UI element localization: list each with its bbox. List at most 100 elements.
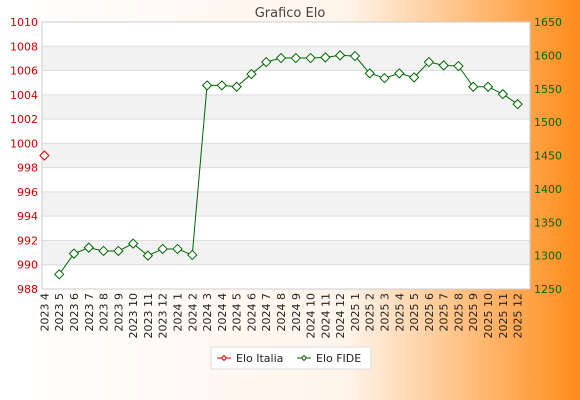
data-point bbox=[290, 52, 301, 64]
data-point bbox=[423, 56, 435, 68]
x-tick-label: 2025 5 bbox=[408, 293, 421, 332]
y-right-tick-label: 1600 bbox=[534, 49, 562, 62]
x-tick-label: 2023 8 bbox=[98, 293, 111, 332]
y-right-tick-label: 1400 bbox=[534, 183, 562, 196]
chart-title: Grafico Elo bbox=[255, 6, 326, 21]
x-tick-label: 2025 9 bbox=[467, 293, 480, 332]
x-tick-label: 2025 10 bbox=[482, 293, 495, 339]
x-tick-label: 2024 12 bbox=[334, 293, 347, 339]
data-point bbox=[39, 150, 50, 161]
legend-label-1: Elo Italia bbox=[236, 352, 283, 365]
x-tick-label: 2025 12 bbox=[512, 293, 525, 339]
x-tick-label: 2024 6 bbox=[245, 293, 258, 332]
y-right-tick-label: 1450 bbox=[534, 150, 562, 163]
x-tick-label: 2025 11 bbox=[497, 293, 510, 339]
data-point bbox=[438, 60, 449, 71]
plot-area bbox=[41, 21, 531, 290]
data-point bbox=[482, 81, 494, 92]
data-point bbox=[216, 80, 228, 91]
data-point bbox=[349, 50, 361, 62]
data-point bbox=[83, 242, 94, 253]
x-tick-label: 2025 6 bbox=[423, 293, 436, 332]
y-left-tick-label: 1010 bbox=[10, 16, 38, 29]
data-marks bbox=[39, 50, 523, 280]
data-point bbox=[408, 72, 420, 83]
legend-box bbox=[210, 346, 372, 370]
legend-label-2: Elo FIDE bbox=[316, 352, 361, 365]
x-tick-label: 2023 7 bbox=[83, 293, 96, 332]
y-left-tick-label: 998 bbox=[17, 162, 38, 175]
data-point bbox=[157, 243, 168, 255]
x-tick-label: 2025 3 bbox=[379, 293, 392, 332]
x-tick-label: 2023 5 bbox=[53, 293, 66, 332]
data-point bbox=[497, 88, 509, 100]
x-tick-label: 2023 4 bbox=[38, 293, 51, 332]
y-left-tick-label: 988 bbox=[17, 283, 38, 296]
x-tick-label: 2024 7 bbox=[260, 293, 273, 332]
x-tick-label: 2024 8 bbox=[275, 293, 288, 332]
x-tick-label: 2024 9 bbox=[290, 293, 303, 332]
data-point bbox=[334, 50, 346, 61]
data-point bbox=[394, 68, 405, 79]
y-right-tick-label: 1550 bbox=[534, 83, 562, 96]
x-tick-label: 2023 9 bbox=[112, 293, 125, 332]
y-right-tick-label: 1300 bbox=[534, 250, 562, 263]
y-left-tick-label: 996 bbox=[17, 186, 38, 199]
data-point bbox=[231, 81, 242, 92]
data-point bbox=[275, 52, 287, 64]
y-left-tick-label: 1004 bbox=[10, 89, 38, 102]
x-tick-label: 2024 3 bbox=[201, 293, 214, 332]
legend: Elo Italia Elo FIDE bbox=[210, 346, 372, 370]
x-tick-label: 2025 2 bbox=[364, 293, 377, 332]
x-tick-label: 2025 1 bbox=[349, 293, 362, 332]
data-point bbox=[142, 250, 154, 261]
x-tick-label: 2023 12 bbox=[157, 293, 170, 339]
x-tick-label: 2025 4 bbox=[393, 293, 406, 332]
x-tick-label: 2024 10 bbox=[305, 293, 318, 339]
y-left-tick-label: 1000 bbox=[10, 137, 38, 150]
data-point bbox=[305, 52, 316, 64]
data-point bbox=[512, 98, 523, 110]
y-left-tick-label: 992 bbox=[17, 234, 38, 247]
x-tick-label: 2024 11 bbox=[319, 293, 332, 339]
data-point bbox=[68, 248, 80, 259]
data-point bbox=[246, 68, 257, 80]
x-tick-label: 2025 7 bbox=[438, 293, 451, 332]
data-point bbox=[187, 249, 198, 261]
data-point bbox=[53, 269, 65, 280]
plot-band bbox=[42, 240, 530, 265]
data-point bbox=[379, 72, 390, 84]
x-tick-label: 2025 8 bbox=[452, 293, 465, 332]
x-tick-label: 2024 5 bbox=[231, 293, 244, 332]
x-tick-label: 2023 6 bbox=[68, 293, 81, 332]
y-right-tick-label: 1650 bbox=[534, 16, 562, 29]
data-point bbox=[261, 56, 272, 68]
y-right-tick-label: 1350 bbox=[534, 216, 562, 229]
y-right-tick-label: 1500 bbox=[534, 116, 562, 129]
y-left-tick-label: 1008 bbox=[10, 40, 38, 53]
data-point bbox=[172, 243, 183, 255]
data-point bbox=[364, 68, 375, 79]
y-left-tick-label: 1006 bbox=[10, 65, 38, 78]
plot-band bbox=[42, 143, 530, 168]
x-tick-label: 2023 10 bbox=[127, 293, 140, 339]
y-left-tick-label: 990 bbox=[17, 259, 38, 272]
data-point bbox=[113, 245, 124, 257]
data-point bbox=[98, 245, 109, 257]
legend-marker-2 bbox=[300, 354, 308, 362]
data-point bbox=[468, 81, 479, 92]
x-tick-label: 2024 1 bbox=[171, 293, 184, 332]
x-tick-label: 2023 11 bbox=[142, 293, 155, 339]
y-left-tick-label: 1002 bbox=[10, 113, 38, 126]
data-point bbox=[453, 60, 464, 72]
plot-band bbox=[42, 191, 530, 217]
data-point bbox=[320, 52, 331, 63]
legend-marker-1 bbox=[220, 354, 228, 362]
x-tick-label: 2024 2 bbox=[186, 293, 199, 332]
plot-band bbox=[42, 94, 530, 120]
y-right-tick-label: 1250 bbox=[534, 283, 562, 296]
data-point bbox=[201, 80, 213, 91]
y-left-tick-label: 994 bbox=[17, 210, 38, 223]
